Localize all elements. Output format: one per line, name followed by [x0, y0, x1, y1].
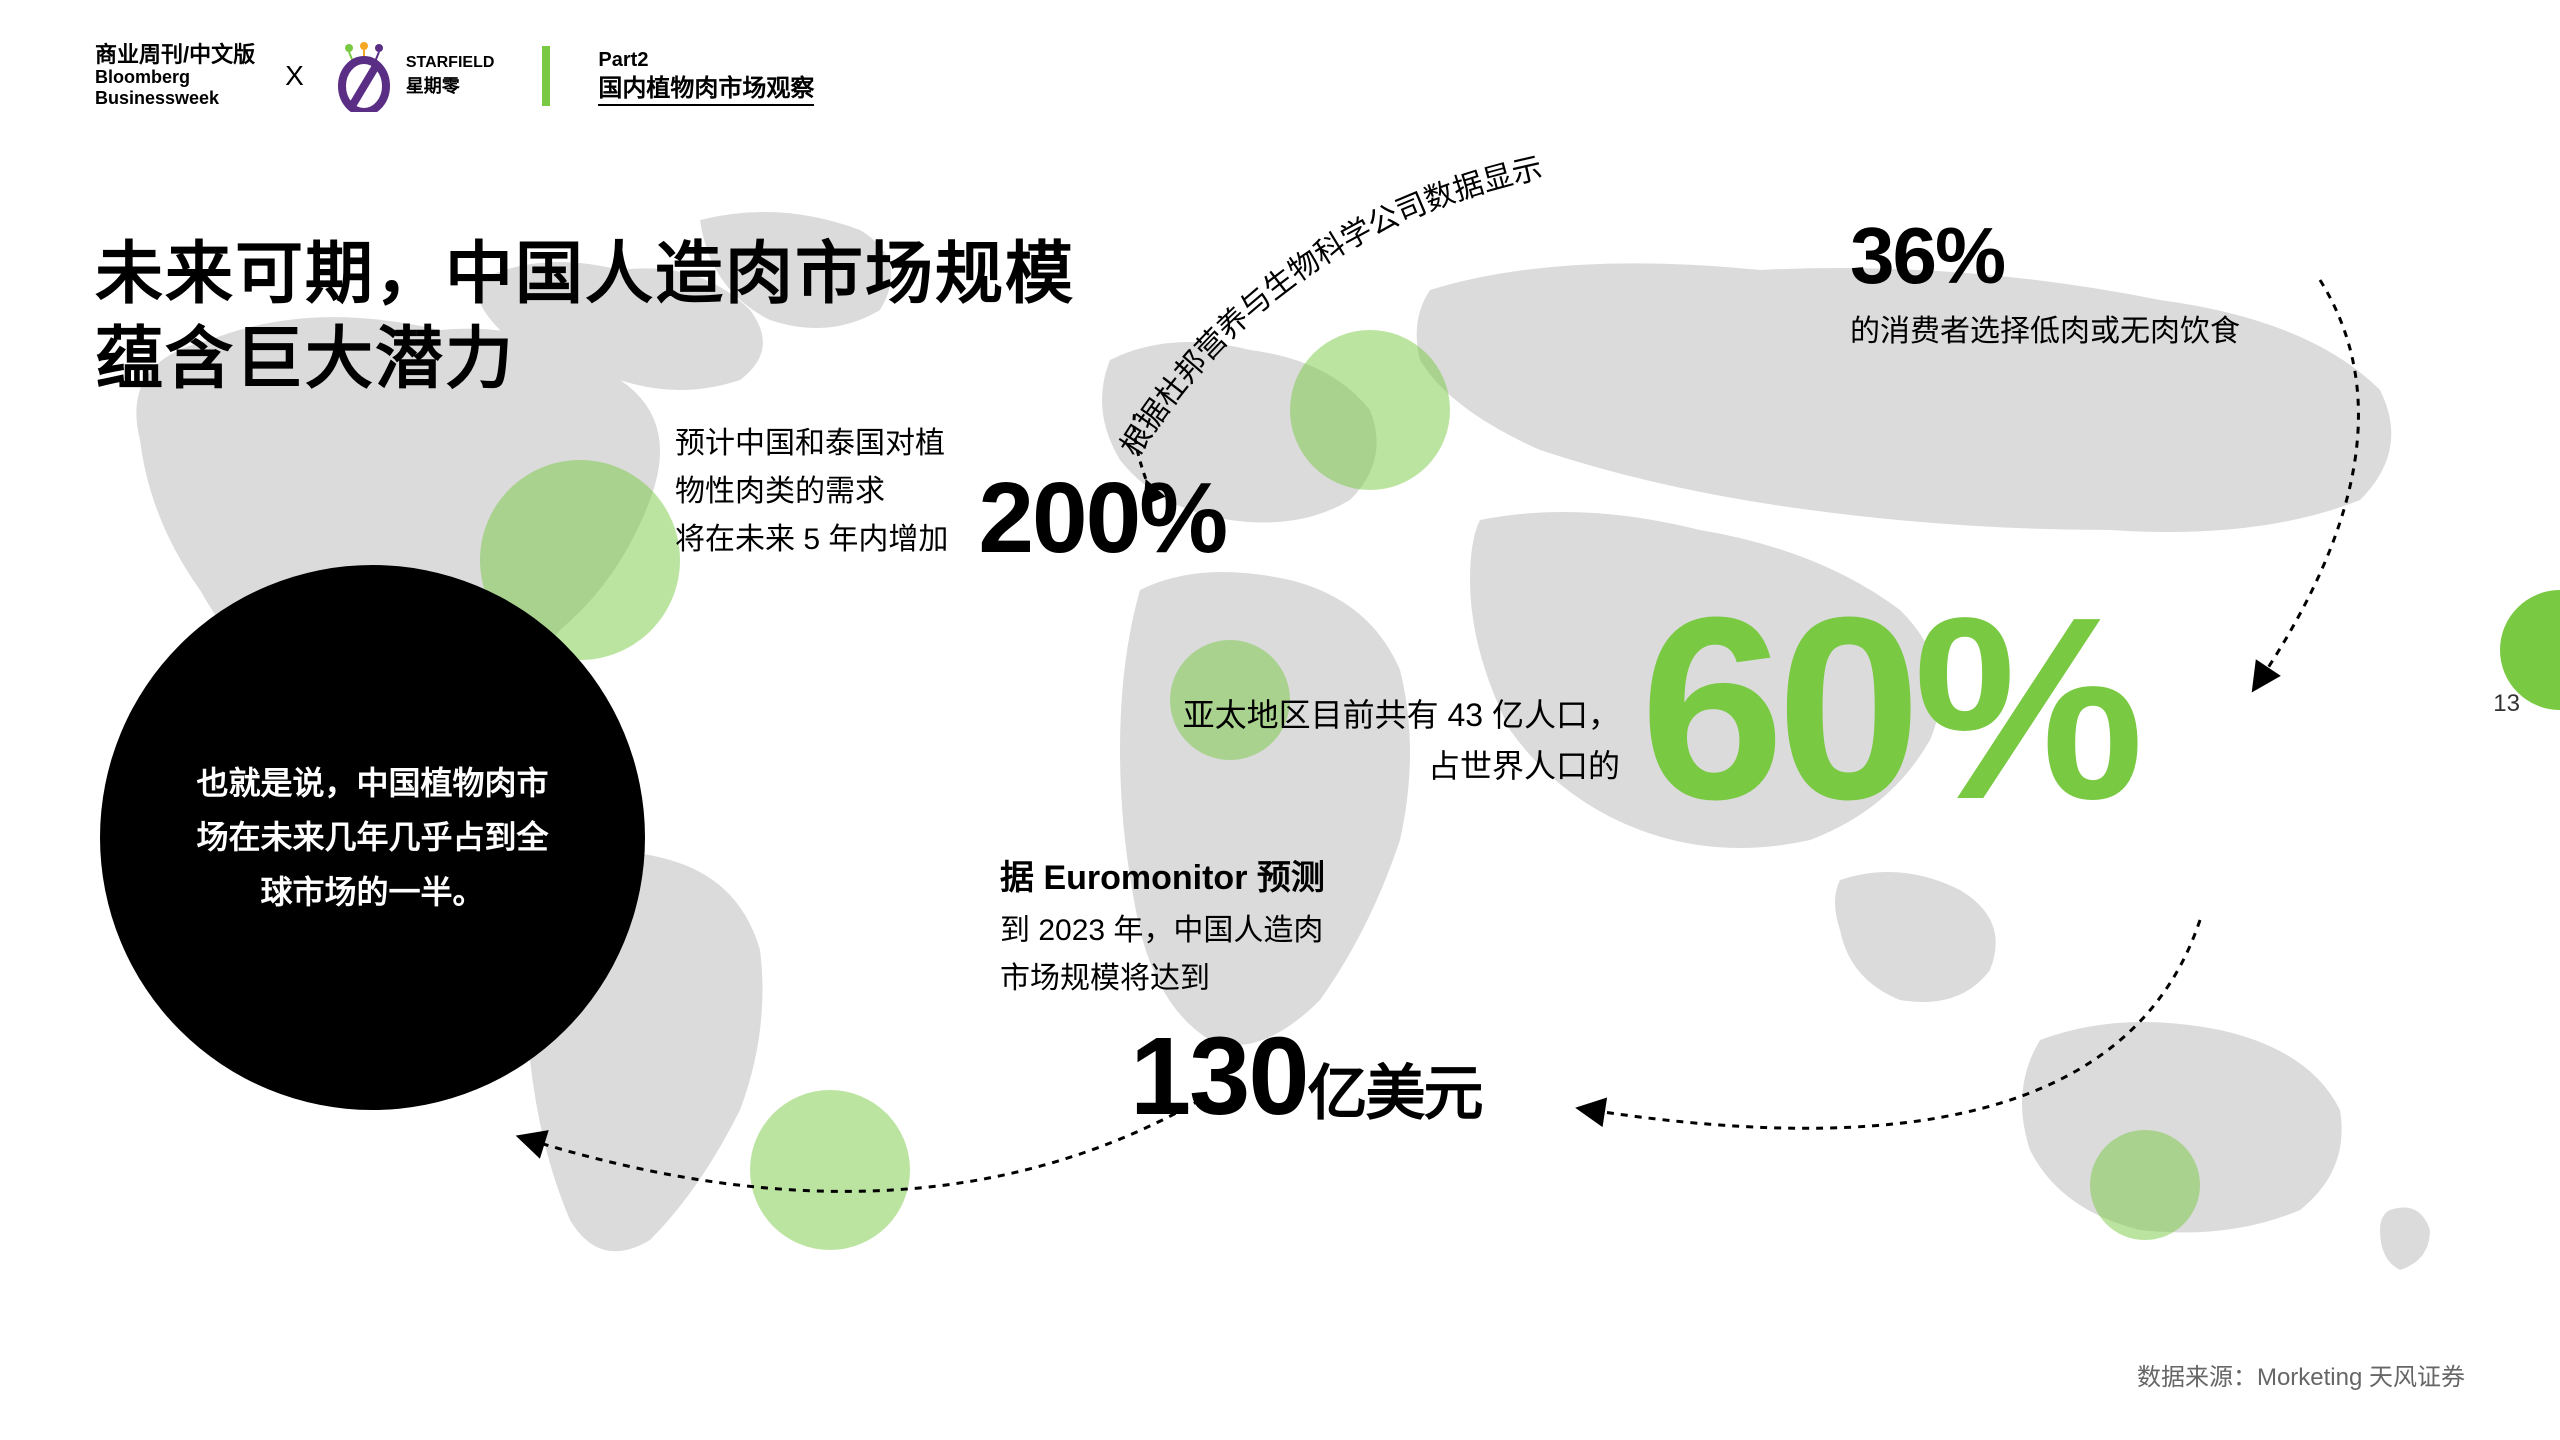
brand1-en1: Bloomberg — [95, 67, 255, 88]
brand-starfield: STARFIELD 星期零 — [334, 40, 495, 112]
separator-x: X — [285, 60, 304, 92]
header: 商业周刊/中文版 Bloomberg Businessweek X STARFI… — [95, 40, 814, 112]
arrow-60-to-130 — [1560, 900, 2260, 1220]
stat-130-unit: 亿美元 — [1308, 1060, 1482, 1127]
part-title: 国内植物肉市场观察 — [598, 75, 814, 106]
page-number: 13 — [2493, 690, 2520, 718]
starfield-logo-icon — [334, 40, 394, 112]
stat-euro-title: 据 Euromonitor 预测 — [1000, 850, 1482, 899]
arrow-36-to-60 — [2000, 260, 2430, 720]
brand1-en2: Businessweek — [95, 88, 255, 109]
part-label: Part2 国内植物肉市场观察 — [598, 47, 814, 104]
part-num: Part2 — [598, 47, 814, 73]
title-line2: 蕴含巨大潜力 — [95, 317, 1075, 402]
brand1-cn: 商业周刊/中文版 — [95, 43, 255, 67]
starfield-text: STARFIELD 星期零 — [406, 54, 495, 98]
brand-bloomberg: 商业周刊/中文版 Bloomberg Businessweek — [95, 43, 255, 109]
black-circle-text: 也就是说，中国植物肉市场在未来几年几乎占到全球市场的一半。 — [193, 756, 553, 919]
brand2-cn: 星期零 — [406, 72, 495, 98]
curved-label-svg: 根据杜邦营养与生物科学公司数据显示 — [1080, 120, 1720, 520]
title-line1: 未来可期，中国人造肉市场规模 — [95, 232, 1075, 317]
stat-200-desc: 预计中国和泰国对植 物性肉类的需求 将在未来 5 年内增加 — [675, 420, 948, 564]
svg-text:根据杜邦营养与生物科学公司数据显示: 根据杜邦营养与生物科学公司数据显示 — [1115, 152, 1546, 463]
data-source: 数据来源：Morketing 天风证券 — [2137, 1357, 2465, 1392]
main-title: 未来可期，中国人造肉市场规模 蕴含巨大潜力 — [95, 232, 1075, 402]
black-circle-callout: 也就是说，中国植物肉市场在未来几年几乎占到全球市场的一半。 — [100, 565, 645, 1110]
curved-label-text: 根据杜邦营养与生物科学公司数据显示 — [1115, 152, 1546, 463]
stat-euro-desc: 到 2023 年，中国人造肉 市场规模将达到 — [1000, 907, 1482, 1003]
stat-60-desc: 亚太地区目前共有 43 亿人口， 占世界人口的 — [1060, 690, 1620, 792]
brand2-en: STARFIELD — [406, 54, 495, 72]
divider — [542, 46, 550, 106]
arrow-130-to-circle — [500, 1080, 1240, 1280]
